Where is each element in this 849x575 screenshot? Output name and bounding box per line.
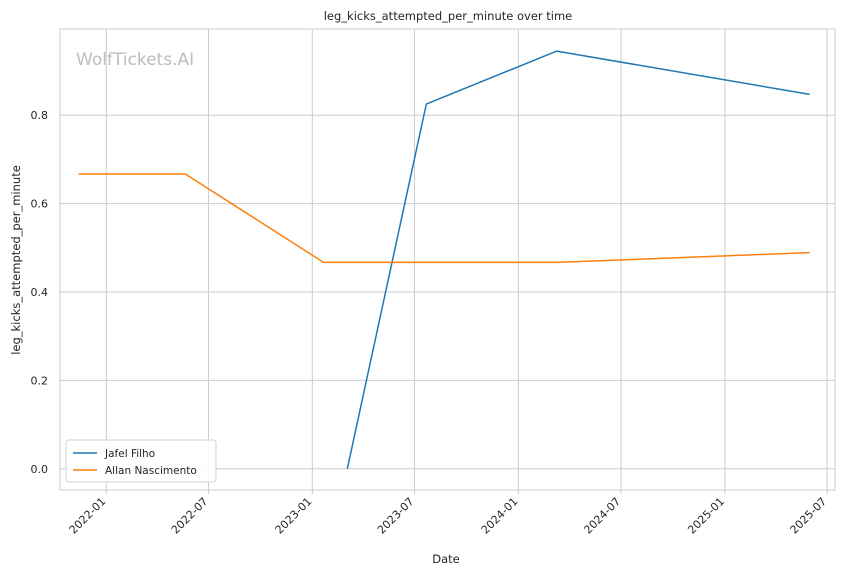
legend-label-allan-nascimento: Allan Nascimento bbox=[105, 465, 197, 477]
x-tick-label: 2024-07 bbox=[581, 495, 623, 537]
chart-title: leg_kicks_attempted_per_minute over time bbox=[324, 9, 573, 23]
y-tick-label: 0.2 bbox=[31, 374, 49, 387]
series-layer bbox=[78, 50, 810, 469]
legend-label-jafel-filho: Jafel Filho bbox=[104, 448, 155, 460]
x-tick-label: 2023-07 bbox=[375, 495, 417, 537]
y-tick-label: 0.6 bbox=[31, 198, 49, 211]
x-tick-label: 2025-07 bbox=[788, 495, 830, 537]
watermark: WolfTickets.AI bbox=[76, 50, 194, 70]
legend: Jafel Filho Allan Nascimento bbox=[65, 439, 217, 483]
grid-lines bbox=[60, 29, 835, 490]
x-axis-ticks: 2022-01 2022-07 2023-01 2023-07 2024-01 2024-… bbox=[67, 490, 830, 537]
y-axis-ticks: 0.0 0.2 0.4 0.6 0.8 bbox=[31, 109, 49, 476]
y-tick-label: 0.0 bbox=[31, 463, 49, 476]
y-tick-label: 0.4 bbox=[31, 286, 49, 299]
legend-box bbox=[65, 439, 217, 483]
x-tick-label: 2024-01 bbox=[479, 495, 521, 537]
series-line-jafel-filho bbox=[346, 50, 810, 469]
y-axis-title: leg_kicks_attempted_per_minute bbox=[9, 165, 23, 355]
y-tick-label: 0.8 bbox=[31, 109, 49, 122]
plot-area-frame bbox=[59, 28, 836, 491]
x-tick-label: 2023-01 bbox=[273, 495, 315, 537]
x-axis-title: Date bbox=[432, 552, 460, 566]
x-tick-label: 2025-01 bbox=[685, 495, 727, 537]
series-line-allan-nascimento bbox=[78, 173, 810, 264]
x-tick-label: 2022-07 bbox=[169, 495, 211, 537]
x-tick-label: 2022-01 bbox=[67, 495, 109, 537]
